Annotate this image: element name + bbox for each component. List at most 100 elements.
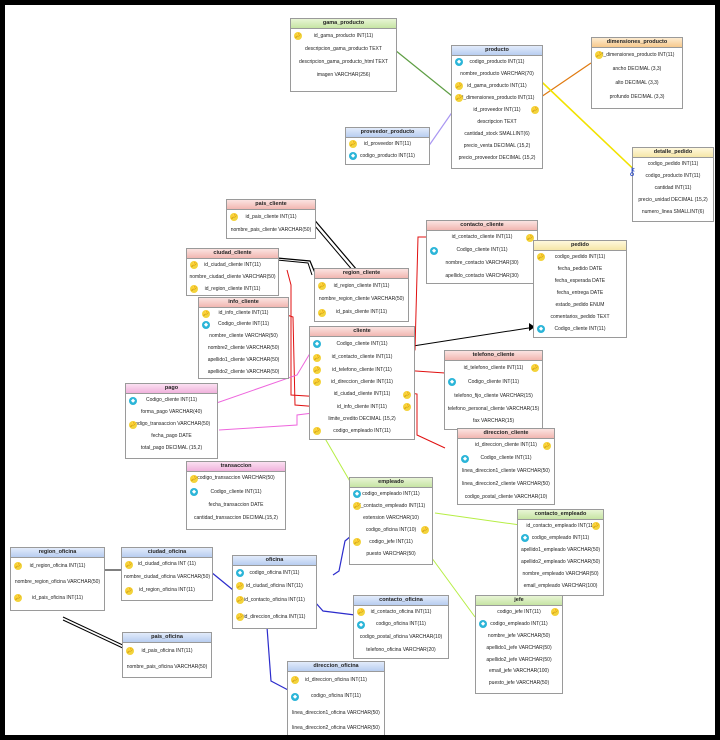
primary-key-icon: 🔑	[421, 526, 429, 534]
primary-key-icon: 🔑	[313, 366, 321, 374]
table-pais-cliente[interactable]: pais_cliente 🔑 id_pais_cliente INT(11) no…	[226, 199, 316, 239]
table-telefono-cliente[interactable]: telefono_cliente id_telefono_cliente INT…	[444, 350, 543, 430]
column-row: ◆ Codigo_cliente INT(11)	[126, 394, 217, 407]
column-row: ◆ Codigo_cliente INT(11)	[187, 485, 285, 499]
table-gama-producto[interactable]: gama_producto 🔑 id_gama_producto INT(11) …	[290, 18, 397, 92]
table-region-cliente[interactable]: region_cliente 🔑 id_region_cliente INT(11…	[314, 268, 409, 322]
key-icon: ◆	[461, 454, 469, 463]
column-row: 🔑 id_region_oficina INT(11)	[14, 562, 86, 570]
column-row: 🔑 id_direccion_oficina INT(11)	[291, 676, 367, 684]
table-title: telefono_cliente	[445, 351, 542, 361]
table-cliente[interactable]: cliente ◆ Codigo_cliente INT(11) 🔑 id_cont…	[309, 326, 415, 440]
column-row: alto DECIMAL (3,3)	[615, 80, 659, 86]
table-pedido[interactable]: pedido 🔑 codigo_pedido INT(11) fecha_pedi…	[533, 240, 627, 338]
table-title: oficina	[233, 556, 316, 566]
column-row: telefono_personal_cliente VARCHAR(15)	[447, 406, 540, 412]
table-title: gama_producto	[291, 19, 396, 29]
table-title: contacto_cliente	[427, 221, 537, 231]
table-proveedor-producto[interactable]: proveedor_producto 🔑 id_proveedor INT(11)…	[345, 127, 430, 165]
column-row: fax VARCHAR(15)	[472, 418, 515, 424]
key-icon: ◆	[521, 534, 529, 542]
link-producto-dimensiones	[540, 62, 592, 98]
key-icon: ◆	[349, 152, 357, 160]
column-row: ◆ codigo_empleado INT(11)	[476, 618, 562, 630]
column-row: id_contacto_cliente INT(11) 🔑	[451, 233, 534, 242]
column-row: id_contacto_empleado INT(11) 🔑	[526, 522, 600, 530]
table-dimensiones-producto[interactable]: dimensiones_producto 🔑 id_dimensiones_pro…	[591, 37, 683, 109]
column-row: puesto VARCHAR(50)	[366, 551, 416, 557]
column-row: nombre2_cliente VARCHAR(50)	[207, 345, 280, 351]
primary-key-icon: 🔑	[526, 233, 534, 242]
table-jefe[interactable]: jefe codigo_jefe INT(11) 🔑 ◆ codigo_emplea…	[475, 595, 563, 694]
column-row: nombre_producto VARCHAR(70)	[460, 71, 534, 77]
table-title: contacto_oficina	[354, 596, 448, 606]
column-row: apellido2_empleado VARCHAR(50)	[520, 559, 601, 565]
column-row: nombre_contacto VARCHAR(30)	[445, 260, 519, 266]
table-oficina[interactable]: oficina ◆ codigo_oficina INT(11) 🔑 id_ciud…	[232, 555, 317, 629]
table-title: pedido	[534, 241, 626, 251]
primary-key-icon: 🔑	[403, 403, 411, 411]
primary-key-icon: 🔑	[353, 538, 361, 546]
table-title: pais_cliente	[227, 200, 315, 210]
table-region-oficina[interactable]: region_oficina 🔑 id_region_oficina INT(11…	[10, 547, 105, 611]
primary-key-icon: 🔑	[190, 261, 198, 269]
table-contacto-oficina[interactable]: contacto_oficina 🔑 id_contacto_oficina IN…	[353, 595, 449, 659]
column-row: 🔑 id_contacto_oficina INT(11)	[236, 596, 305, 604]
column-row: fecha_transaccion DATE	[208, 502, 264, 508]
table-pago[interactable]: pago ◆ Codigo_cliente INT(11) forma_pago …	[125, 383, 218, 459]
column-row: ancho DECIMAL (3,3)	[612, 66, 662, 72]
column-row: codigo_jefe INT(11) 🔑	[497, 608, 559, 616]
column-row: fecha_pedido DATE	[557, 266, 603, 272]
table-empleado[interactable]: empleado ◆ codigo_empleado INT(11) 🔑 id_co…	[349, 477, 433, 565]
column-row: telefono_oficina VARCHAR(20)	[366, 647, 436, 653]
primary-key-icon: 🔑	[190, 474, 198, 483]
key-icon: ◆	[190, 488, 198, 496]
key-icon: ◆	[313, 340, 321, 348]
table-info-cliente[interactable]: info_cliente 🔑 id_info_cliente INT(11) ◆ C…	[198, 297, 289, 379]
column-row: 🔑 id_ciudad_oficina INT (11)	[125, 560, 196, 569]
column-row: 🔑 id_proveedor INT(11)	[349, 140, 412, 148]
column-row: nombre_region_oficina VARCHAR(50)	[14, 579, 101, 585]
column-row: codigo_postal_oficina VARCHAR(10)	[359, 634, 443, 640]
link-cliente-pedido	[412, 326, 536, 347]
table-transaccion[interactable]: transaccion 🔑 codigo_transaccion VARCHAR(…	[186, 461, 286, 530]
table-contacto-empleado[interactable]: contacto_empleado id_contacto_empleado I…	[517, 509, 604, 596]
table-ciudad-oficina[interactable]: ciudad_oficina 🔑 id_ciudad_oficina INT (1…	[121, 547, 213, 601]
column-row: nombre_pais_cliente VARCHAR(50)	[230, 227, 312, 233]
column-row: email_empleado VARCHAR(100)	[523, 583, 598, 589]
column-row: 🔑 id_contacto_oficina INT(11)	[357, 608, 432, 616]
table-producto[interactable]: producto ◆ codigo_producto INT(11) nombre…	[451, 45, 543, 169]
column-row: cantidad INT(11)	[654, 185, 692, 191]
column-row: numero_linea SMALLINT(6)	[641, 209, 705, 215]
column-row: nombre_cliente VARCHAR(50)	[209, 333, 278, 339]
link-info-cliente	[286, 314, 321, 408]
column-row: 🔑 id_dimensiones_producto INT(11)	[455, 94, 535, 102]
table-detalle-pedido[interactable]: detalle_pedido codigo_pedido INT(11) cod…	[632, 147, 714, 222]
column-row: fecha_pago DATE	[151, 433, 192, 439]
column-row: ◆ codigo_producto INT(11)	[346, 150, 429, 162]
key-icon: ◆	[357, 620, 365, 629]
link-ciudad-region-cliente-2	[276, 259, 313, 276]
table-pais-oficina[interactable]: pais_oficina 🔑 id_pais_oficina INT(11) no…	[122, 632, 212, 678]
primary-key-icon: 🔑	[125, 560, 133, 569]
table-ciudad-cliente[interactable]: ciudad_cliente 🔑 id_ciudad_cliente INT(11…	[186, 248, 279, 296]
key-icon: ◆	[537, 325, 545, 333]
table-direccion-cliente[interactable]: direccion_cliente id_direccion_cliente I…	[457, 428, 555, 505]
link-region-pais-oficina-2	[62, 619, 128, 651]
key-icon: ◆	[353, 490, 361, 498]
table-contacto-cliente[interactable]: contacto_cliente id_contacto_cliente INT…	[426, 220, 538, 284]
link-producto-detalle	[524, 65, 646, 181]
column-row: codigo_producto INT(11)	[645, 173, 701, 179]
column-row: telefono_fijo_cliente VARCHAR(15)	[454, 393, 533, 399]
primary-key-icon: 🔑	[537, 253, 545, 261]
column-row: 🔑 id_info_cliente INT(11)	[202, 309, 269, 318]
column-row: precio_proveedor DECIMAL (15,2)	[458, 155, 536, 161]
link-pais-region-cliente-2	[308, 218, 355, 273]
table-direccion-oficina[interactable]: direccion_oficina 🔑 id_direccion_oficina …	[287, 661, 385, 735]
column-row: 🔑 id_gama_producto INT(11)	[294, 32, 374, 40]
column-row: 🔑 id_ciudad_oficina INT(11)	[236, 582, 303, 590]
column-row: cantidad_transaccion DECIMAL(15,2)	[194, 515, 278, 521]
primary-key-icon: 🔑	[129, 420, 137, 429]
arrowhead-pedido	[529, 323, 535, 331]
column-row: 🔑 id_pais_cliente INT(11)	[318, 308, 388, 317]
